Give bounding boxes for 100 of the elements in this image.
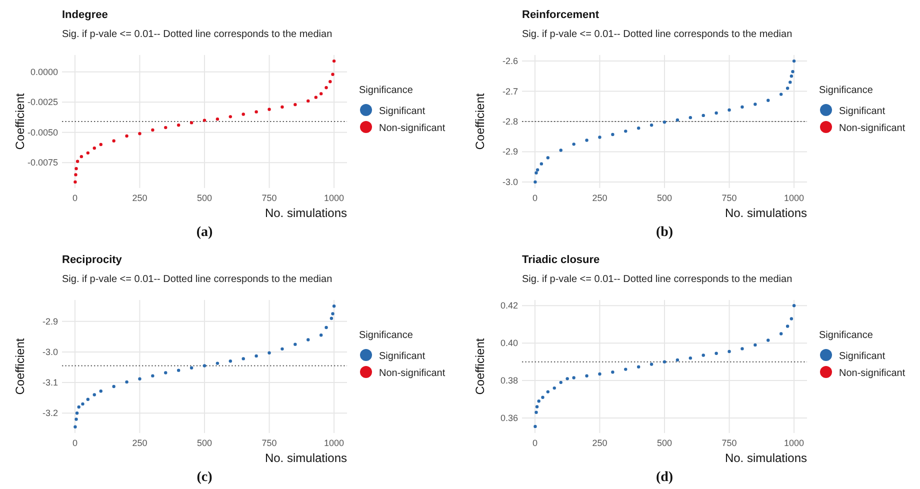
point	[537, 400, 540, 403]
point	[151, 128, 154, 132]
point	[552, 386, 556, 390]
point	[688, 116, 692, 120]
legend-label: Significant	[839, 106, 886, 117]
point	[74, 180, 77, 184]
point	[112, 384, 116, 388]
y-tick-label: -2.6	[502, 56, 518, 66]
legend-title: Significance	[359, 85, 414, 96]
point	[319, 92, 323, 96]
point	[714, 111, 718, 115]
point	[216, 117, 220, 121]
y-tick-label: 0.42	[500, 300, 518, 311]
point	[728, 108, 731, 112]
point	[86, 398, 90, 401]
point	[99, 142, 102, 146]
legend-label: Significant	[839, 351, 886, 362]
point	[324, 86, 328, 90]
chart-title: Indegree	[62, 9, 108, 21]
x-tick-label: 750	[722, 193, 737, 203]
point	[74, 425, 77, 428]
point	[164, 371, 168, 374]
point	[294, 102, 297, 106]
point	[566, 377, 569, 380]
x-tick-label: 1000	[324, 438, 344, 448]
point	[572, 376, 576, 380]
point	[791, 70, 794, 74]
point	[242, 357, 245, 360]
point	[754, 343, 757, 347]
x-tick-label: 500	[656, 438, 672, 448]
point	[86, 151, 90, 155]
point	[331, 312, 334, 316]
point	[740, 347, 744, 350]
point	[572, 142, 576, 146]
point	[728, 350, 731, 354]
point	[76, 160, 80, 163]
x-tick-label: 250	[132, 193, 148, 203]
point	[536, 168, 540, 172]
point	[294, 342, 297, 346]
point	[332, 59, 336, 63]
text: (a)	[196, 225, 213, 240]
point	[535, 405, 539, 408]
legend-title: Significance	[359, 330, 414, 341]
y-tick-label: -2.9	[42, 316, 58, 326]
point	[790, 74, 794, 78]
point	[534, 424, 537, 428]
point	[546, 156, 550, 160]
point	[112, 139, 116, 142]
chart-subtitle: Sig. if p-vale <= 0.01-- Dotted line corresponds to the median	[522, 29, 792, 40]
point	[792, 59, 796, 63]
point	[541, 396, 544, 400]
point	[585, 138, 588, 142]
point	[740, 105, 744, 109]
point	[702, 114, 705, 118]
point	[254, 110, 258, 114]
legend-label: Non-significant	[839, 368, 906, 379]
x-tick-label: 250	[592, 438, 608, 448]
point	[766, 338, 770, 342]
x-tick-label: 0	[72, 193, 78, 203]
point	[176, 368, 180, 372]
y-tick-label: -2.8	[502, 116, 518, 126]
y-tick-label: -3.1	[42, 378, 58, 388]
point	[534, 410, 538, 414]
y-tick-label: -3.0	[42, 346, 58, 357]
y-axis-title: Coefficient	[13, 92, 27, 150]
point	[714, 352, 718, 355]
x-tick-label: 500	[196, 193, 212, 203]
point	[306, 99, 310, 103]
point	[242, 112, 245, 116]
point	[74, 167, 78, 170]
point	[788, 80, 792, 84]
point	[331, 72, 334, 76]
point	[92, 146, 96, 150]
point	[688, 356, 692, 360]
x-tick-label: 250	[132, 438, 148, 448]
point	[81, 402, 84, 406]
point	[754, 102, 757, 106]
point	[540, 162, 544, 166]
point	[77, 405, 80, 409]
point	[676, 358, 680, 362]
y-axis-title: Coefficient	[473, 92, 487, 150]
point	[125, 134, 128, 138]
y-tick-label: -0.0050	[27, 127, 58, 138]
chart-subtitle: Sig. if p-vale <= 0.01-- Dotted line corresponds to the median	[62, 274, 332, 285]
point	[585, 374, 588, 378]
point	[676, 118, 680, 122]
point	[314, 96, 318, 99]
x-tick-label: 0	[532, 438, 538, 448]
point	[138, 377, 142, 380]
point	[624, 130, 628, 133]
point	[306, 338, 310, 342]
point	[151, 374, 154, 378]
x-tick-label: 0	[532, 193, 538, 203]
x-axis-title: No. simulations	[724, 451, 807, 465]
point	[328, 80, 332, 84]
point	[559, 148, 562, 152]
chart-title: Reinforcement	[522, 9, 600, 21]
point	[598, 372, 602, 376]
point	[786, 324, 790, 328]
y-tick-label: 0.0000	[30, 66, 58, 77]
